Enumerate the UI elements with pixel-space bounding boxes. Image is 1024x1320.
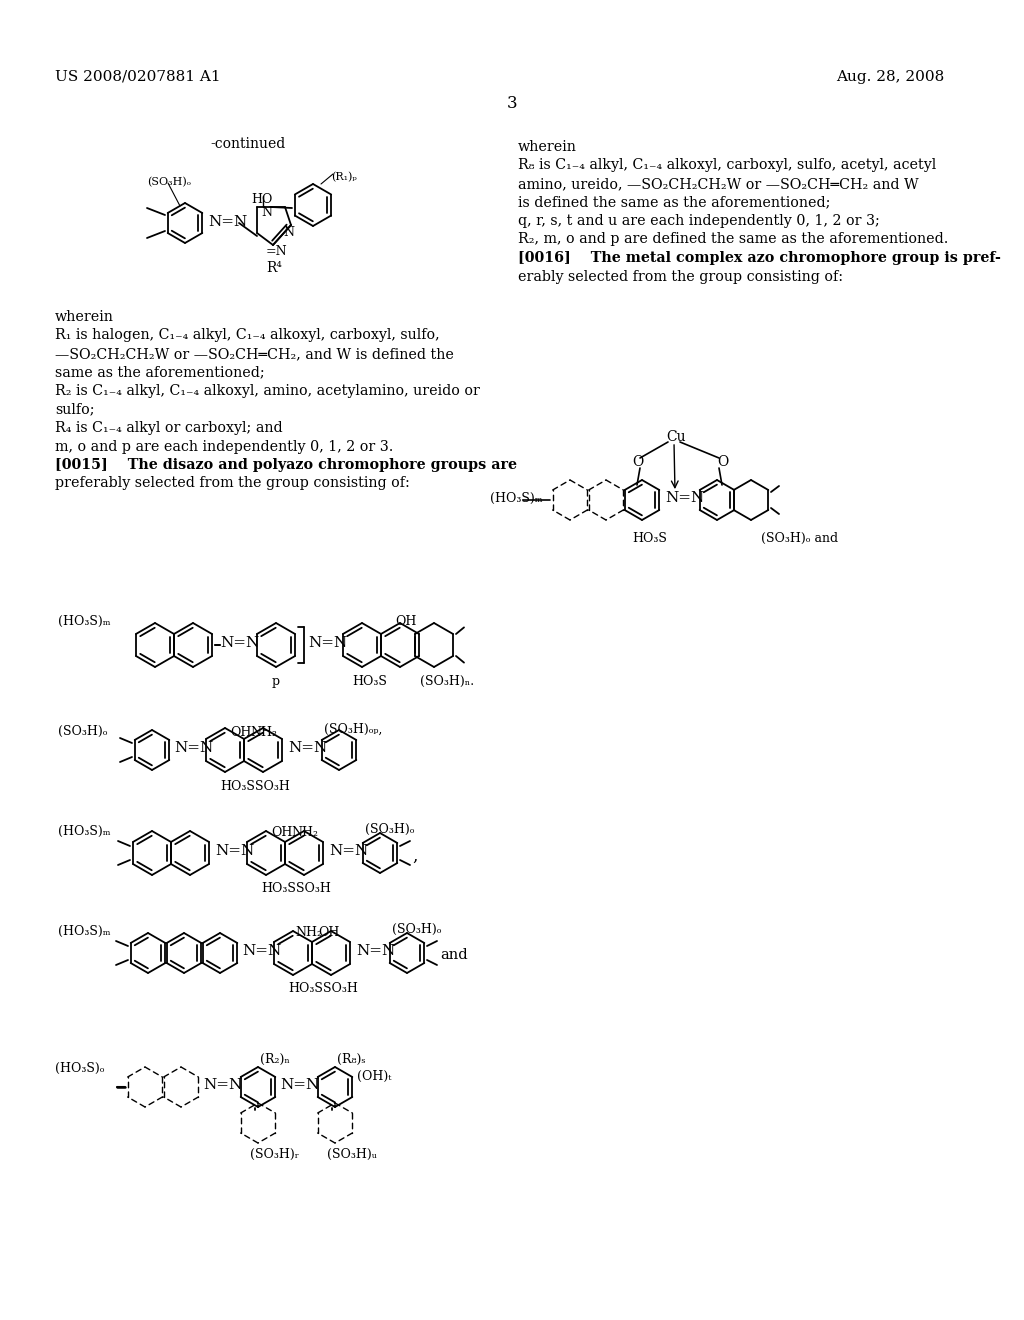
Text: US 2008/0207881 A1: US 2008/0207881 A1	[55, 70, 220, 84]
Text: O: O	[717, 455, 728, 469]
Text: (HO₃S)ₘ: (HO₃S)ₘ	[58, 825, 111, 838]
Text: N=N: N=N	[665, 491, 705, 506]
Text: preferably selected from the group consisting of:: preferably selected from the group consi…	[55, 477, 410, 491]
Text: N=N: N=N	[208, 215, 247, 228]
Text: (R₂)ₙ: (R₂)ₙ	[260, 1053, 290, 1067]
Text: N=N: N=N	[174, 741, 213, 755]
Text: (R₁)ₚ: (R₁)ₚ	[331, 172, 356, 182]
Text: =N: =N	[266, 246, 288, 257]
Text: N=N: N=N	[215, 843, 254, 858]
Text: NH₂: NH₂	[295, 927, 322, 939]
Text: N=N: N=N	[220, 636, 259, 649]
Text: wherein: wherein	[518, 140, 577, 154]
Text: (SO₃H)ₒ: (SO₃H)ₒ	[365, 822, 415, 836]
Text: R⁴: R⁴	[266, 261, 282, 275]
Text: OH: OH	[318, 927, 339, 939]
Text: HO₃S: HO₃S	[261, 882, 296, 895]
Text: HO: HO	[251, 193, 272, 206]
Text: N=N: N=N	[280, 1078, 319, 1092]
Text: R₂, m, o and p are defined the same as the aforementioned.: R₂, m, o and p are defined the same as t…	[518, 232, 948, 247]
Text: (SO₃H)ₒ and: (SO₃H)ₒ and	[761, 532, 838, 545]
Text: (SO₃H)ₒₚ,: (SO₃H)ₒₚ,	[324, 723, 382, 737]
Text: NH₂: NH₂	[291, 826, 318, 840]
Text: (HO₃S)ₘ: (HO₃S)ₘ	[490, 492, 543, 506]
Text: (HO₃S)ₘ: (HO₃S)ₘ	[58, 925, 111, 939]
Text: (HO₃S)ₘ: (HO₃S)ₘ	[58, 615, 111, 628]
Text: N=N: N=N	[203, 1078, 243, 1092]
Text: sulfo;: sulfo;	[55, 403, 94, 417]
Text: SO₃H: SO₃H	[255, 780, 290, 793]
Text: same as the aforementioned;: same as the aforementioned;	[55, 366, 265, 380]
Text: p: p	[272, 675, 280, 688]
Text: (SO₃H)ᵤ: (SO₃H)ᵤ	[327, 1148, 377, 1162]
Text: HO₃S: HO₃S	[220, 780, 255, 793]
Text: N: N	[283, 226, 294, 239]
Text: OH: OH	[230, 726, 251, 739]
Text: (OH)ₜ: (OH)ₜ	[357, 1071, 391, 1082]
Text: amino, ureido, —SO₂CH₂CH₂W or —SO₂CH═CH₂ and W: amino, ureido, —SO₂CH₂CH₂W or —SO₂CH═CH₂…	[518, 177, 919, 191]
Text: (SO₃H)ᵣ: (SO₃H)ᵣ	[250, 1148, 299, 1162]
Text: wherein: wherein	[55, 310, 114, 323]
Text: (SO₃H)ₒ: (SO₃H)ₒ	[147, 177, 191, 187]
Text: (HO₃S)ₒ: (HO₃S)ₒ	[55, 1063, 104, 1074]
Text: erably selected from the group consisting of:: erably selected from the group consistin…	[518, 269, 843, 284]
Text: R₈ is C₁₋₄ alkyl, C₁₋₄ alkoxyl, carboxyl, sulfo, acetyl, acetyl: R₈ is C₁₋₄ alkyl, C₁₋₄ alkoxyl, carboxyl…	[518, 158, 936, 173]
Text: N: N	[261, 206, 272, 219]
Text: OH: OH	[395, 615, 417, 628]
Text: HO₃S: HO₃S	[632, 532, 667, 545]
Text: (SO₃H)ₙ.: (SO₃H)ₙ.	[420, 675, 474, 688]
Text: R₄ is C₁₋₄ alkyl or carboxyl; and: R₄ is C₁₋₄ alkyl or carboxyl; and	[55, 421, 283, 436]
Text: —SO₂CH₂CH₂W or —SO₂CH═CH₂, and W is defined the: —SO₂CH₂CH₂W or —SO₂CH═CH₂, and W is defi…	[55, 347, 454, 360]
Text: NH₂: NH₂	[250, 726, 278, 739]
Text: Cu: Cu	[666, 430, 686, 444]
Text: m, o and p are each independently 0, 1, 2 or 3.: m, o and p are each independently 0, 1, …	[55, 440, 393, 454]
Text: -continued: -continued	[210, 137, 286, 150]
Text: Aug. 28, 2008: Aug. 28, 2008	[836, 70, 944, 84]
Text: [0015]    The disazo and polyazo chromophore groups are: [0015] The disazo and polyazo chromophor…	[55, 458, 517, 473]
Text: is defined the same as the aforementioned;: is defined the same as the aforementione…	[518, 195, 830, 210]
Text: SO₃H: SO₃H	[296, 882, 331, 895]
Text: HO₃S: HO₃S	[352, 675, 387, 688]
Text: q, r, s, t and u are each independently 0, 1, 2 or 3;: q, r, s, t and u are each independently …	[518, 214, 880, 228]
Text: N=N: N=N	[329, 843, 369, 858]
Text: 3: 3	[507, 95, 517, 112]
Text: ,: ,	[412, 847, 418, 865]
Text: and: and	[440, 948, 468, 962]
Text: HO₃S: HO₃S	[288, 982, 323, 995]
Text: N=N: N=N	[308, 636, 347, 649]
Text: OH: OH	[271, 826, 293, 840]
Text: R₁ is halogen, C₁₋₄ alkyl, C₁₋₄ alkoxyl, carboxyl, sulfo,: R₁ is halogen, C₁₋₄ alkyl, C₁₋₄ alkoxyl,…	[55, 329, 439, 342]
Text: (R₈)ₛ: (R₈)ₛ	[337, 1053, 366, 1067]
Text: R₂ is C₁₋₄ alkyl, C₁₋₄ alkoxyl, amino, acetylamino, ureido or: R₂ is C₁₋₄ alkyl, C₁₋₄ alkoxyl, amino, a…	[55, 384, 480, 399]
Text: (SO₃H)ₒ: (SO₃H)ₒ	[392, 923, 441, 936]
Text: O: O	[632, 455, 643, 469]
Text: N=N: N=N	[242, 944, 282, 958]
Text: (SO₃H)ₒ: (SO₃H)ₒ	[58, 725, 108, 738]
Text: SO₃H: SO₃H	[323, 982, 357, 995]
Text: [0016]    The metal complex azo chromophore group is pref-: [0016] The metal complex azo chromophore…	[518, 251, 1000, 265]
Text: N=N: N=N	[356, 944, 395, 958]
Text: N=N: N=N	[288, 741, 328, 755]
